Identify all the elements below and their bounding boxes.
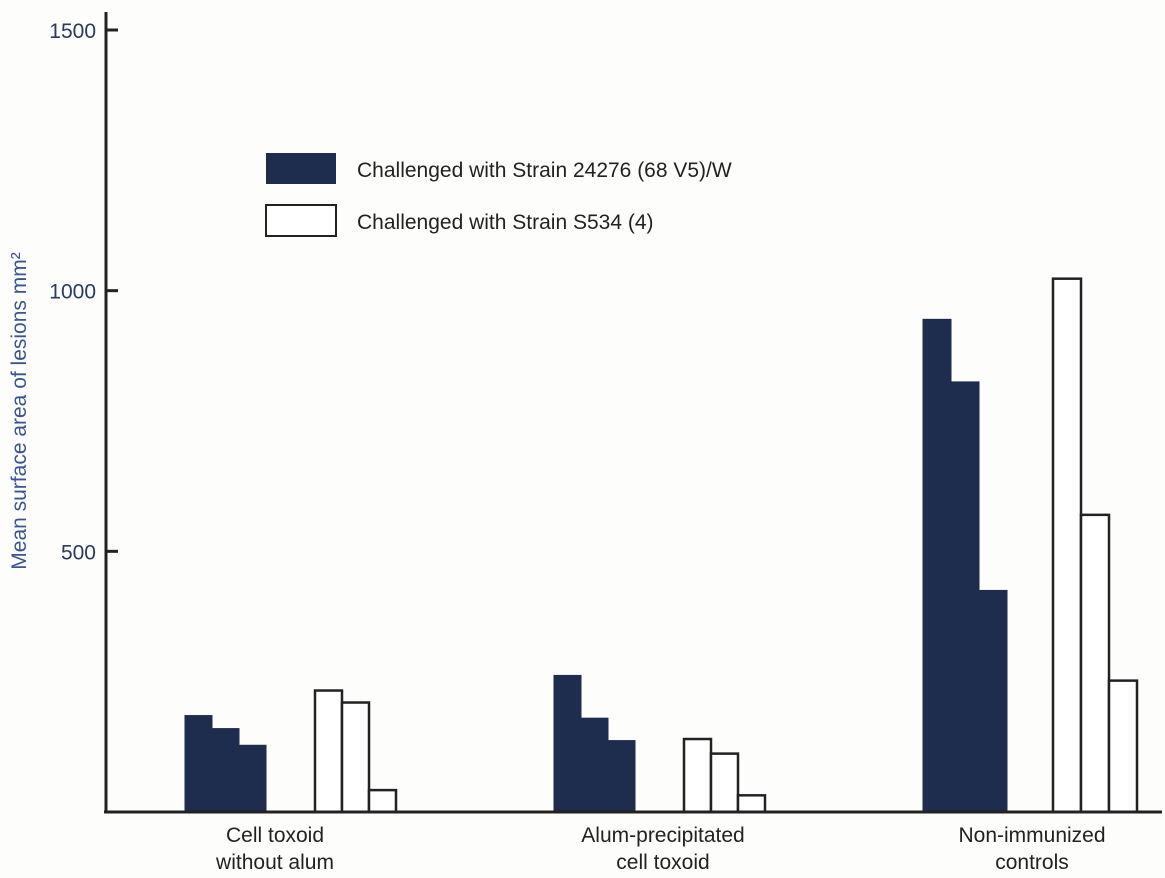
bar-open-g2-b3 — [736, 794, 767, 814]
legend-swatch-filled — [266, 153, 336, 184]
bar-open-g3-b1 — [1051, 277, 1083, 814]
y-axis-label: Mean surface area of lesions mm² — [8, 252, 31, 569]
y-ticks: 500 1000 1500 — [49, 20, 118, 564]
category-label-1-line-2: without alum — [215, 851, 334, 874]
bar-filled-g1-b1 — [184, 715, 213, 813]
legend: Challenged with Strain 24276 (68 V5)/W C… — [265, 153, 732, 237]
category-label-2-line-2: cell toxoid — [616, 851, 709, 874]
bar-filled-g3-b2 — [950, 381, 980, 813]
legend-label-strain-24276: Challenged with Strain 24276 (68 V5)/W — [357, 159, 732, 182]
bar-filled-g2-b3 — [607, 740, 636, 813]
bar-open-g1-b2 — [340, 701, 371, 814]
category-label-2-line-1: Alum-precipitated — [581, 824, 744, 847]
bar-open-g1-b1 — [313, 689, 344, 814]
bar-open-g2-b1 — [682, 737, 713, 814]
category-label-3-line-1: Non-immunized — [958, 824, 1105, 847]
bar-filled-g1-b3 — [238, 744, 267, 813]
y-tick-label-500: 500 — [61, 541, 96, 564]
bar-filled-g2-b2 — [580, 717, 609, 813]
legend-swatch-open — [265, 204, 337, 237]
bars-layer — [184, 277, 1139, 814]
bar-filled-g3-b3 — [978, 589, 1008, 813]
bar-open-g3-b2 — [1079, 513, 1111, 814]
bar-open-g1-b3 — [367, 788, 398, 814]
bar-open-g3-b3 — [1107, 679, 1139, 814]
bar-filled-g1-b2 — [211, 728, 240, 813]
bar-filled-g3-b1 — [922, 318, 952, 813]
y-tick-label-1500: 1500 — [49, 20, 96, 43]
y-tick-label-1000: 1000 — [49, 281, 96, 304]
bar-filled-g2-b1 — [553, 674, 582, 813]
category-label-1-line-1: Cell toxoid — [226, 824, 324, 847]
category-label-3-line-2: controls — [995, 851, 1069, 874]
legend-label-strain-s534: Challenged with Strain S534 (4) — [357, 211, 654, 234]
category-labels: Cell toxoid without alum Alum-precipitated… — [215, 824, 1105, 874]
bar-open-g2-b2 — [709, 752, 740, 814]
